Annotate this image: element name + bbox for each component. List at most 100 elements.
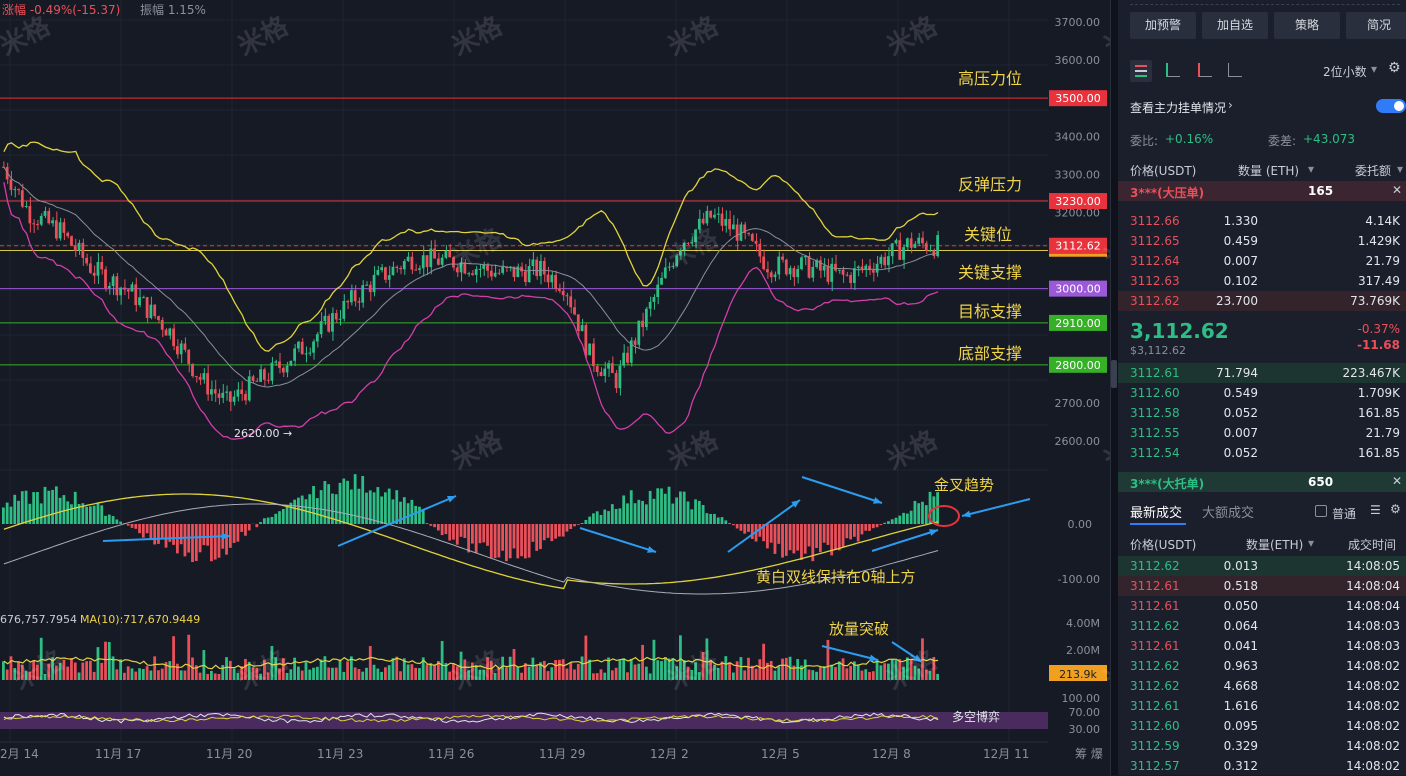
candle-body bbox=[554, 275, 557, 289]
main-orders-link[interactable]: 查看主力挂单情况 bbox=[1130, 99, 1226, 116]
main-orders-toggle[interactable] bbox=[1376, 99, 1406, 113]
macd-bar bbox=[819, 524, 822, 552]
candle-body bbox=[32, 223, 35, 224]
macd-bar bbox=[781, 524, 784, 558]
qty-column-header[interactable]: 数量 (ETH) bbox=[1238, 162, 1299, 179]
candle-body bbox=[728, 219, 731, 229]
date-tick: 11月 20 bbox=[206, 747, 252, 761]
layout-asks-icon[interactable] bbox=[1198, 63, 1212, 77]
candle-body bbox=[471, 273, 474, 275]
settings-gear-icon[interactable]: ⚙ bbox=[1390, 502, 1401, 516]
layout-trades-icon[interactable] bbox=[1228, 63, 1242, 77]
volume-bar bbox=[509, 657, 512, 680]
volume-bar bbox=[762, 644, 765, 680]
add-favorite-button[interactable]: 加自选 bbox=[1202, 12, 1268, 39]
big-bid-row[interactable]: 3***(大托单) 650 ✕ bbox=[1118, 472, 1406, 492]
candle-body bbox=[225, 392, 228, 393]
strategy-button[interactable]: 策略 bbox=[1274, 12, 1340, 39]
macd-bar bbox=[569, 524, 572, 529]
volume-bar bbox=[395, 657, 398, 680]
bull-bear-label: 多空博弈 bbox=[952, 709, 1000, 724]
precision-select[interactable]: 2位小数 bbox=[1323, 63, 1367, 80]
splitter-handle[interactable] bbox=[1111, 360, 1117, 388]
layout-both-icon[interactable] bbox=[1130, 60, 1152, 82]
volume-bar bbox=[131, 668, 134, 680]
watermark: 米格 bbox=[663, 644, 724, 696]
macd-bar bbox=[921, 502, 924, 524]
macd-bar bbox=[138, 524, 141, 533]
macd-bar bbox=[448, 524, 451, 541]
candle-body bbox=[717, 214, 720, 215]
candle-body bbox=[380, 267, 383, 270]
sort-icon[interactable]: ▾ bbox=[1308, 536, 1314, 550]
volume-bar bbox=[547, 671, 550, 680]
volume-bar bbox=[172, 636, 175, 680]
candle-body bbox=[914, 244, 917, 248]
volume-bar bbox=[433, 665, 436, 680]
macd-bar bbox=[63, 495, 66, 524]
close-icon[interactable]: ✕ bbox=[1392, 474, 1402, 488]
volume-bar bbox=[358, 669, 361, 680]
price-cell: 3112.62 bbox=[1130, 559, 1180, 573]
sort-icon[interactable]: ▾ bbox=[1397, 162, 1403, 176]
macd-bar bbox=[774, 524, 777, 554]
candle-body bbox=[138, 297, 141, 305]
trade-qty-header[interactable]: 数量(ETH) bbox=[1246, 536, 1303, 553]
time-cell: 14:08:02 bbox=[1346, 759, 1400, 773]
volume-bar bbox=[581, 656, 584, 680]
big-ask-row[interactable]: 3***(大压单) 165 ✕ bbox=[1118, 181, 1406, 201]
candle-body bbox=[921, 238, 924, 243]
sort-icon[interactable]: ▾ bbox=[1308, 162, 1314, 176]
amount-column-header[interactable]: 委托额 bbox=[1355, 162, 1391, 179]
layout-bids-icon[interactable] bbox=[1166, 63, 1180, 77]
candle-body bbox=[354, 290, 357, 301]
candle-body bbox=[206, 373, 209, 394]
volume-bar bbox=[74, 662, 77, 680]
overview-button[interactable]: 简况 bbox=[1346, 12, 1406, 39]
volume-bar bbox=[78, 672, 81, 680]
chart-canvas[interactable]: 涨幅 -0.49%(-15.37)振幅 1.15%3700.003600.003… bbox=[0, 0, 1110, 775]
candle-body bbox=[528, 266, 531, 282]
tab-latest-trades[interactable]: 最新成交 bbox=[1130, 502, 1182, 521]
macd-bar bbox=[547, 524, 550, 538]
macd-bar bbox=[384, 492, 387, 524]
tab-large-trades[interactable]: 大额成交 bbox=[1202, 502, 1254, 521]
macd-bar bbox=[740, 524, 743, 531]
normal-checkbox[interactable] bbox=[1315, 505, 1327, 517]
volume-bar bbox=[637, 664, 640, 680]
add-alert-button[interactable]: 加预警 bbox=[1130, 12, 1196, 39]
list-filter-icon[interactable]: ☰ bbox=[1370, 503, 1381, 517]
chevron-down-icon[interactable]: ▾ bbox=[1371, 62, 1377, 76]
macd-bar bbox=[460, 524, 463, 537]
weibi-label: 委比: bbox=[1130, 132, 1158, 149]
candle-body bbox=[407, 257, 410, 261]
settings-gear-icon[interactable]: ⚙ bbox=[1388, 60, 1401, 76]
macd-tick: -100.00 bbox=[1058, 573, 1100, 586]
macd-bar bbox=[373, 492, 376, 524]
volume-bar bbox=[297, 667, 300, 680]
close-icon[interactable]: ✕ bbox=[1392, 183, 1402, 197]
macd-bar bbox=[255, 524, 258, 527]
